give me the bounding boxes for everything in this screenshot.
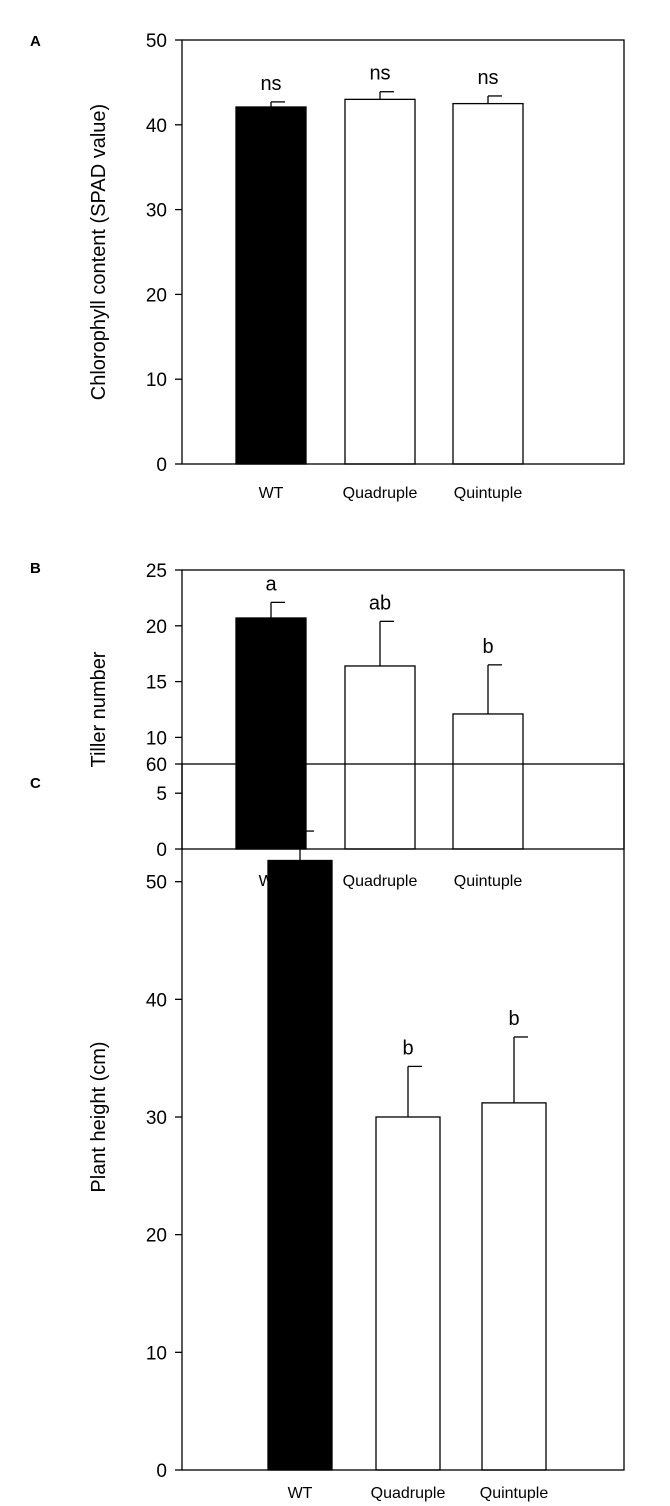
- bar: [452, 102, 524, 465]
- y-tick-label: 15: [146, 673, 167, 694]
- y-tick-label: 10: [146, 370, 167, 391]
- bar: [235, 106, 307, 465]
- bar: [344, 665, 416, 850]
- y-tick-label: 0: [156, 840, 167, 861]
- significance-label: b: [508, 1008, 519, 1030]
- significance-label: a: [294, 802, 306, 824]
- chart-panel-a: Ans WT ns Quadruple ns Quintuple 0 10 20 30 40 50 Ch…: [30, 31, 625, 502]
- y-tick-label: 40: [146, 116, 167, 137]
- x-tick-label: Quintuple: [480, 1485, 549, 1502]
- plot-frame: [181, 569, 625, 850]
- x-tick-label: WT: [288, 1485, 313, 1502]
- bar: [267, 859, 333, 1471]
- significance-label: ab: [369, 592, 391, 614]
- plot-frame: [181, 39, 625, 465]
- y-tick-label: 30: [146, 201, 167, 222]
- bar: [375, 1116, 441, 1471]
- y-tick-label: 0: [156, 455, 167, 476]
- x-tick-label: WT: [259, 485, 284, 502]
- y-tick-label: 10: [146, 1343, 167, 1364]
- y-tick-label: 20: [146, 617, 167, 638]
- y-tick-label: 5: [156, 784, 167, 805]
- y-tick-label: 30: [146, 1108, 167, 1129]
- y-tick-label: 20: [146, 285, 167, 306]
- panel-letter: C: [30, 775, 41, 792]
- x-tick-label: Quintuple: [454, 485, 523, 502]
- y-tick-label: 40: [146, 990, 167, 1011]
- significance-label: ns: [260, 73, 281, 95]
- y-tick-label: 50: [146, 31, 167, 52]
- bar: [452, 713, 524, 850]
- y-tick-label: 50: [146, 873, 167, 894]
- y-tick-label: 25: [146, 561, 167, 582]
- y-tick-label: 60: [146, 755, 167, 776]
- x-tick-label: Quadruple: [343, 873, 418, 890]
- significance-label: b: [402, 1037, 413, 1059]
- x-tick-label: Quintuple: [454, 873, 523, 890]
- significance-label: ns: [369, 63, 390, 85]
- panel-letter: B: [30, 560, 41, 577]
- significance-label: b: [482, 636, 493, 658]
- significance-label: a: [265, 573, 277, 595]
- bar: [481, 1102, 547, 1471]
- y-axis-label: Chlorophyll content (SPAD value): [88, 104, 110, 400]
- y-tick-label: 20: [146, 1226, 167, 1247]
- x-tick-label: Quadruple: [371, 1485, 446, 1502]
- y-tick-label: 0: [156, 1461, 167, 1482]
- y-axis-label: Tiller number: [88, 651, 110, 767]
- y-axis-label: Plant height (cm): [88, 1041, 110, 1192]
- x-tick-label: Quadruple: [343, 485, 418, 502]
- y-tick-label: 10: [146, 728, 167, 749]
- significance-label: ns: [477, 67, 498, 89]
- chart-panel-b: BaWTabQuadruplebQuintuple0510152025Tille…: [30, 560, 625, 890]
- panel-letter: A: [30, 33, 41, 50]
- bar: [344, 98, 416, 465]
- chart-panel-c: CaWTbQuadruplebQuintuple0102030405060Pla…: [30, 755, 625, 1502]
